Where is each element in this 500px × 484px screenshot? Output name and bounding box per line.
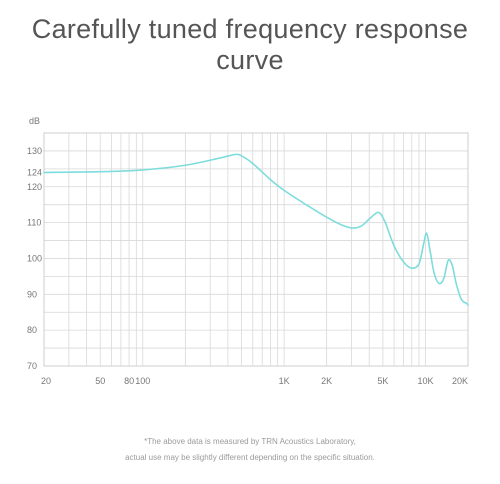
y-tick-label: 110 <box>27 218 41 228</box>
y-tick-label: 100 <box>27 253 42 263</box>
y-tick-label: 120 <box>27 182 42 192</box>
x-tick-label: 20K <box>452 376 468 386</box>
y-tick-label: 124 <box>27 167 42 177</box>
y-tick-label: 80 <box>27 325 37 335</box>
x-tick-label: 80 <box>124 376 134 386</box>
footnote-line-2: actual use may be slightly different dep… <box>125 453 375 462</box>
x-tick-label: 20 <box>41 376 51 386</box>
x-tick-label: 10K <box>417 376 433 386</box>
footnote-line-1: *The above data is measured by TRN Acous… <box>144 437 356 446</box>
x-tick-label: 1K <box>279 376 290 386</box>
y-tick-label: 130 <box>27 146 42 156</box>
y-axis-label: dB <box>29 116 40 126</box>
x-tick-label: 5K <box>377 376 388 386</box>
y-tick-label: 90 <box>27 289 37 299</box>
plot-frame <box>43 132 469 367</box>
x-tick-label: 50 <box>95 376 105 386</box>
x-tick-label: 100 <box>135 376 150 386</box>
y-tick-label: 70 <box>27 361 37 371</box>
x-tick-label: 2K <box>321 376 332 386</box>
frequency-response-line <box>43 153 469 306</box>
page-title: Carefully tuned frequency response curve <box>31 14 469 75</box>
